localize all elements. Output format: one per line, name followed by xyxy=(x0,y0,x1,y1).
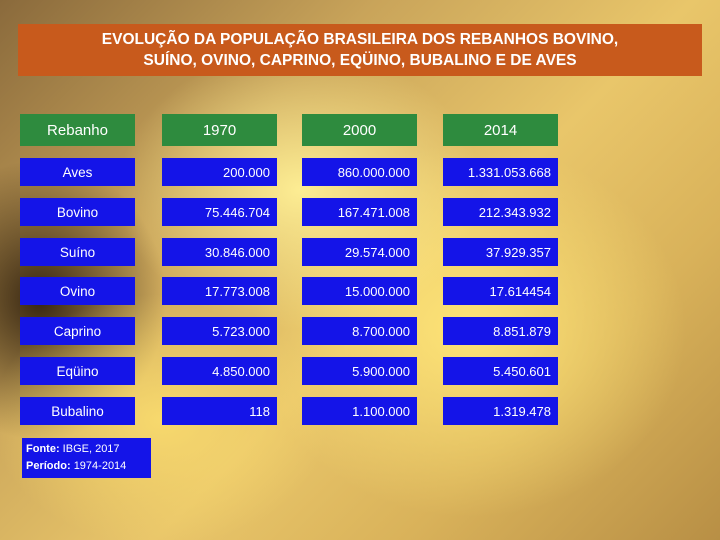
cell-1970: 17.773.008 xyxy=(162,277,277,305)
row-name: Suíno xyxy=(20,238,135,266)
cell-2014: 1.319.478 xyxy=(443,397,558,425)
source-line: Fonte: IBGE, 2017 xyxy=(26,441,147,458)
cell-2014: 212.343.932 xyxy=(443,198,558,226)
cell-1970: 118 xyxy=(162,397,277,425)
cell-2000: 1.100.000 xyxy=(302,397,417,425)
cell-1970: 5.723.000 xyxy=(162,317,277,345)
header-2014: 2014 xyxy=(443,114,558,146)
cell-2014: 8.851.879 xyxy=(443,317,558,345)
cell-2000: 8.700.000 xyxy=(302,317,417,345)
title-line-2: SUÍNO, OVINO, CAPRINO, EQÜINO, BUBALINO … xyxy=(143,52,577,69)
cell-2000: 167.471.008 xyxy=(302,198,417,226)
row-name: Ovino xyxy=(20,277,135,305)
row-name: Eqüino xyxy=(20,357,135,385)
row-name: Bovino xyxy=(20,198,135,226)
period-label: Período: xyxy=(26,460,71,472)
cell-1970: 4.850.000 xyxy=(162,357,277,385)
cell-2000: 860.000.000 xyxy=(302,158,417,186)
header-1970: 1970 xyxy=(162,114,277,146)
source-label: Fonte: xyxy=(26,443,60,455)
cell-1970: 75.446.704 xyxy=(162,198,277,226)
cell-2000: 29.574.000 xyxy=(302,238,417,266)
row-name: Caprino xyxy=(20,317,135,345)
cell-2014: 1.331.053.668 xyxy=(443,158,558,186)
source-note: Fonte: IBGE, 2017 Período: 1974-2014 xyxy=(22,438,151,478)
cell-2014: 5.450.601 xyxy=(443,357,558,385)
cell-2000: 5.900.000 xyxy=(302,357,417,385)
cell-2014: 17.614454 xyxy=(443,277,558,305)
cell-2014: 37.929.357 xyxy=(443,238,558,266)
cell-2000: 15.000.000 xyxy=(302,277,417,305)
period-value: 1974-2014 xyxy=(73,460,127,472)
period-line: Período: 1974-2014 xyxy=(26,458,147,475)
title-line-1: EVOLUÇÃO DA POPULAÇÃO BRASILEIRA DOS REB… xyxy=(101,31,619,48)
cell-1970: 30.846.000 xyxy=(162,238,277,266)
row-name: Aves xyxy=(20,158,135,186)
header-2000: 2000 xyxy=(302,114,417,146)
header-rebanho: Rebanho xyxy=(20,114,135,146)
source-value: IBGE, 2017 xyxy=(62,443,120,455)
slide-title: EVOLUÇÃO DA POPULAÇÃO BRASILEIRA DOS REB… xyxy=(18,24,702,76)
cell-1970: 200.000 xyxy=(162,158,277,186)
row-name: Bubalino xyxy=(20,397,135,425)
